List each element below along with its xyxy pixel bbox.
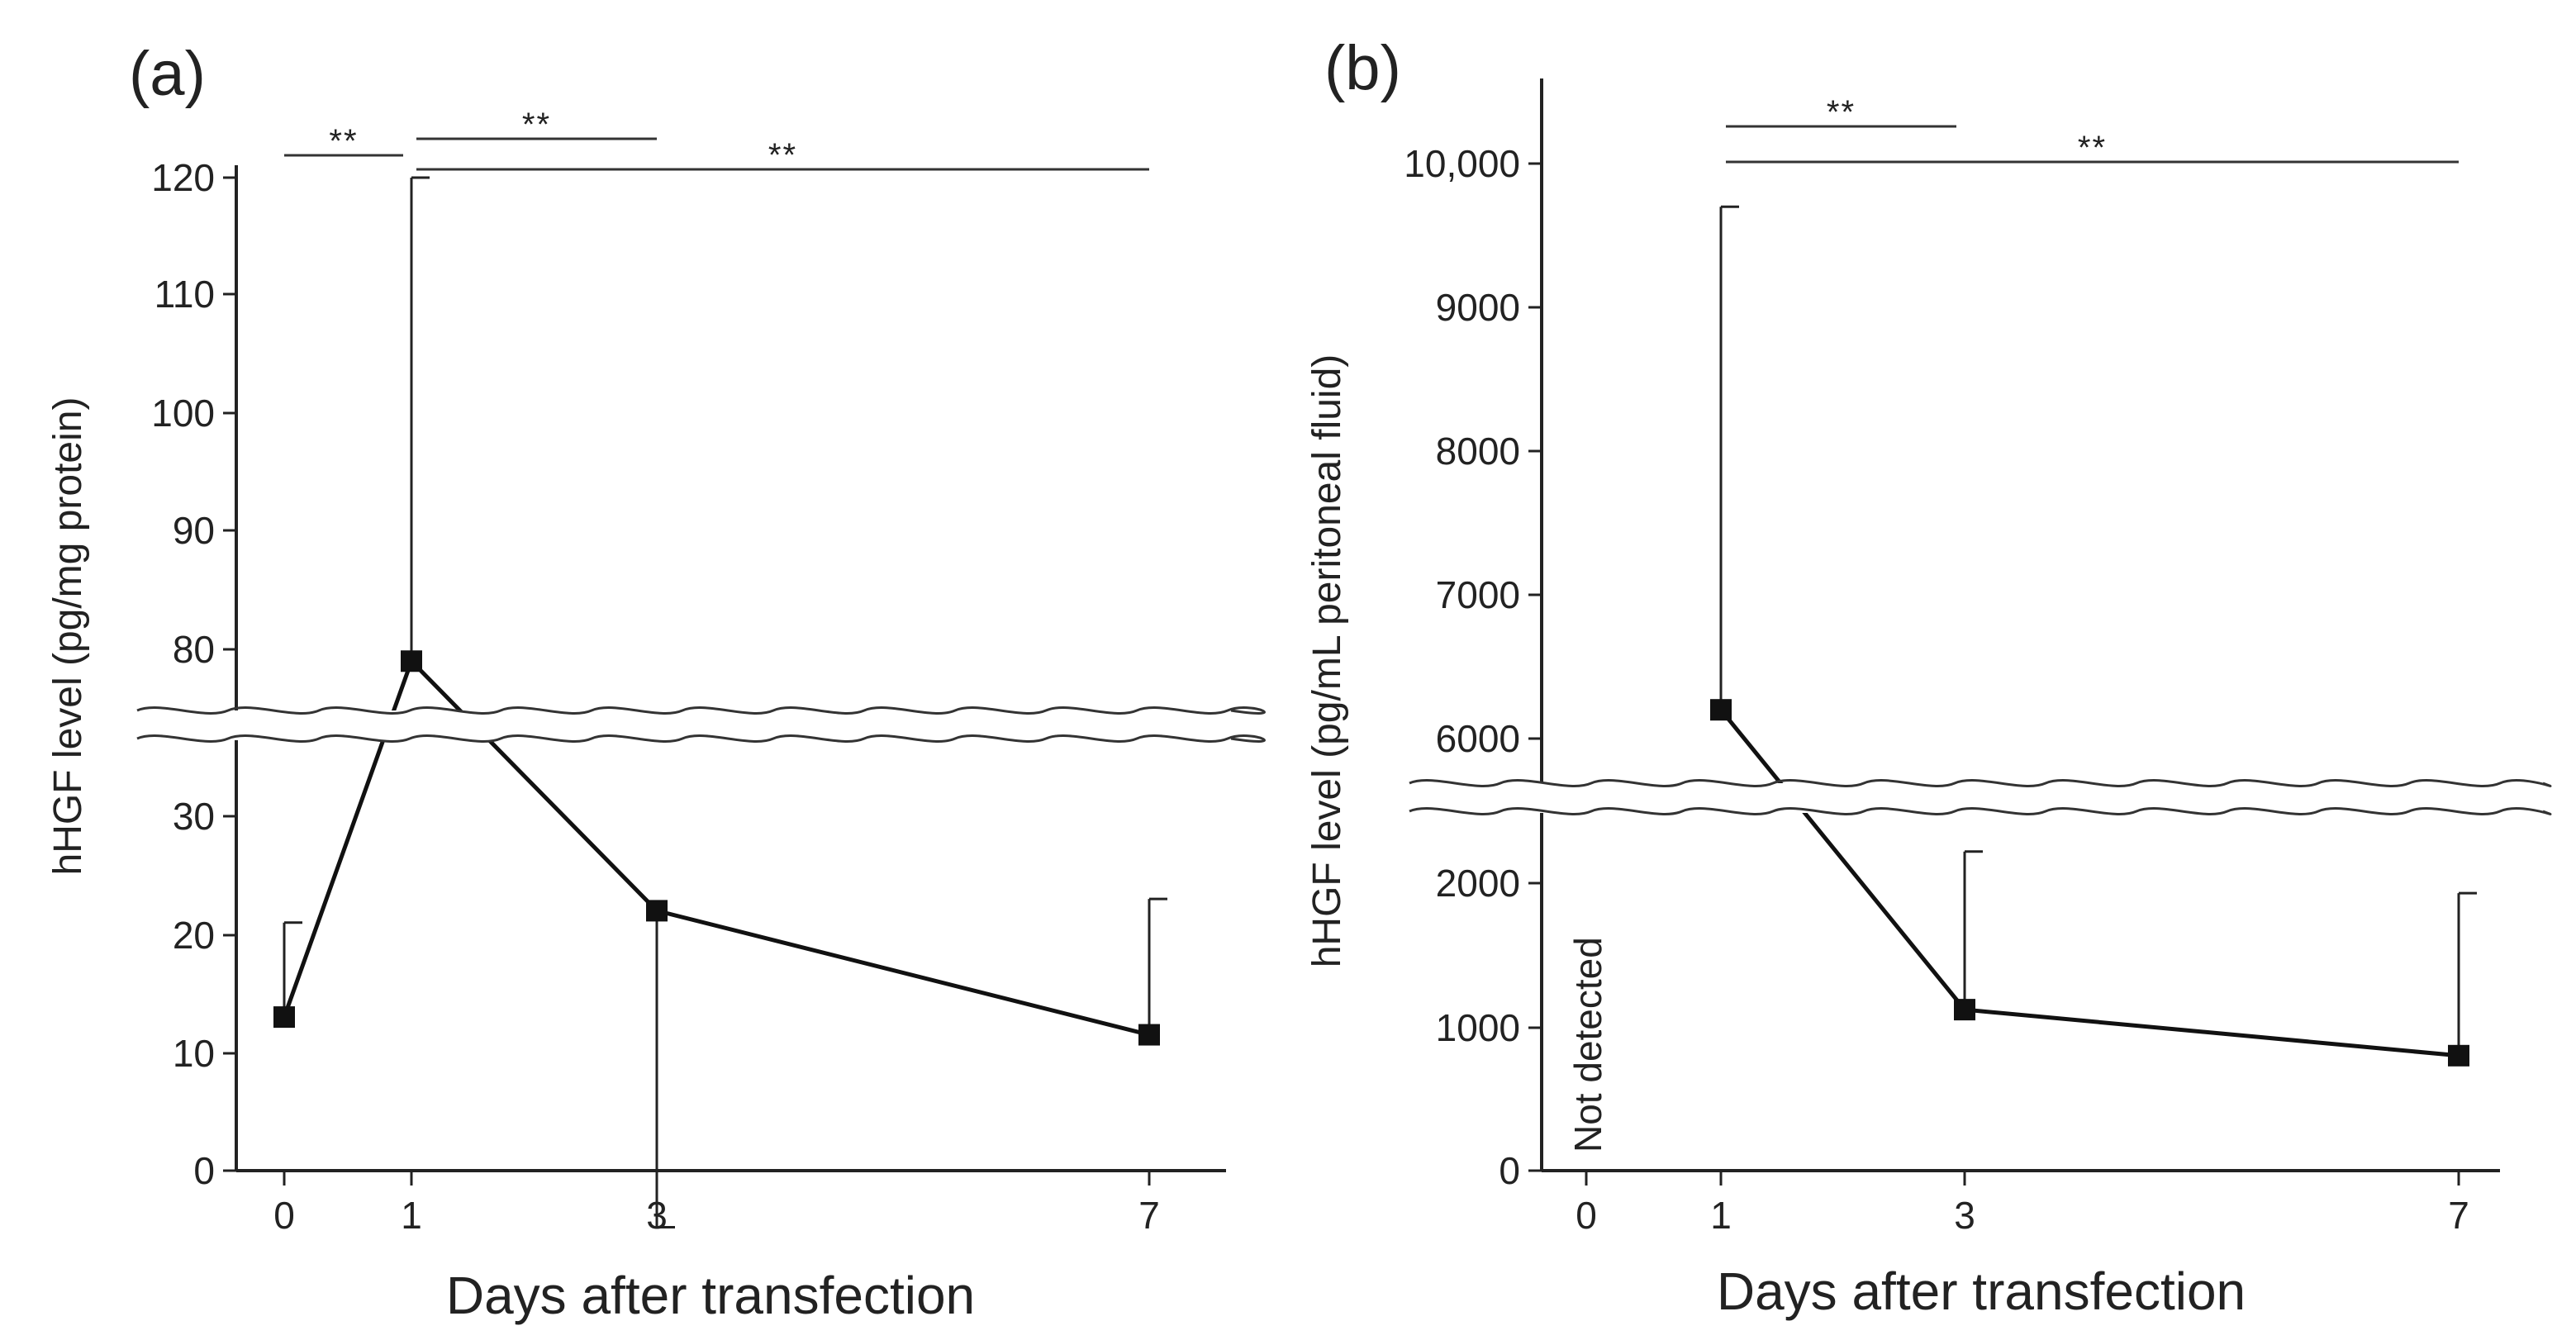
x-tick-label: 0 [1576,1194,1597,1237]
axis-break-line [136,734,1266,743]
y-tick-label: 20 [173,914,215,957]
panel-label: (a) [129,39,206,109]
y-axis-title: hHGF level (pg/mg protein) [46,397,90,876]
y-tick-label: 1000 [1436,1006,1520,1049]
data-point [1710,699,1732,721]
data-point [401,650,422,672]
y-tick-label: 2000 [1436,862,1520,905]
y-tick-label: 0 [1499,1149,1520,1192]
y-tick-label: 90 [173,509,215,552]
significance-label: ** [522,107,551,143]
y-tick-label: 110 [154,273,215,316]
data-point [2448,1044,2469,1067]
x-axis-title: Days after transfection [1717,1262,2246,1321]
y-tick-label: 120 [151,156,215,199]
y-tick-label: 7000 [1436,573,1520,616]
data-point [646,900,668,922]
significance-label: ** [768,137,797,173]
x-tick-label: 7 [2448,1194,2469,1237]
axis-break-line [1409,779,2552,787]
axis-break-line [136,706,1266,715]
significance-label: ** [329,123,358,159]
x-tick-label: 1 [401,1194,422,1237]
significance-label: ** [1827,94,1856,131]
not-detected-label: Not detected [1566,937,1609,1152]
y-tick-label: 100 [151,392,215,435]
x-tick-label: 0 [273,1194,295,1237]
data-point [1954,999,1975,1021]
y-tick-label: 80 [173,628,215,671]
axis-break-band [137,710,1231,740]
data-point [273,1006,295,1029]
y-axis-title: hHGF level (pg/mL peritoneal fluid) [1305,354,1349,968]
x-tick-label: 3 [1954,1194,1975,1237]
y-tick-label: 10,000 [1404,142,1520,185]
x-tick-label: 1 [1710,1194,1732,1237]
y-tick-label: 0 [193,1149,215,1192]
y-tick-label: 10 [173,1032,215,1075]
significance-label: ** [2078,130,2107,166]
x-tick-label: 7 [1138,1194,1160,1237]
y-tick-label: 9000 [1436,286,1520,329]
series-line [1719,708,2460,1058]
y-tick-label: 30 [173,795,215,838]
x-axis-title: Days after transfection [446,1266,975,1325]
panel-b: (b) 0 1 3 7 0 1000 2000 6000 7000 8000 9000 10,000 Da… [1305,33,2552,1321]
y-tick-label: 8000 [1436,430,1520,473]
panel-label: (b) [1324,33,1401,103]
series-line [282,657,1150,1037]
y-tick-label: 6000 [1436,717,1520,760]
axis-break-line [1409,807,2552,815]
data-point [1138,1024,1160,1046]
